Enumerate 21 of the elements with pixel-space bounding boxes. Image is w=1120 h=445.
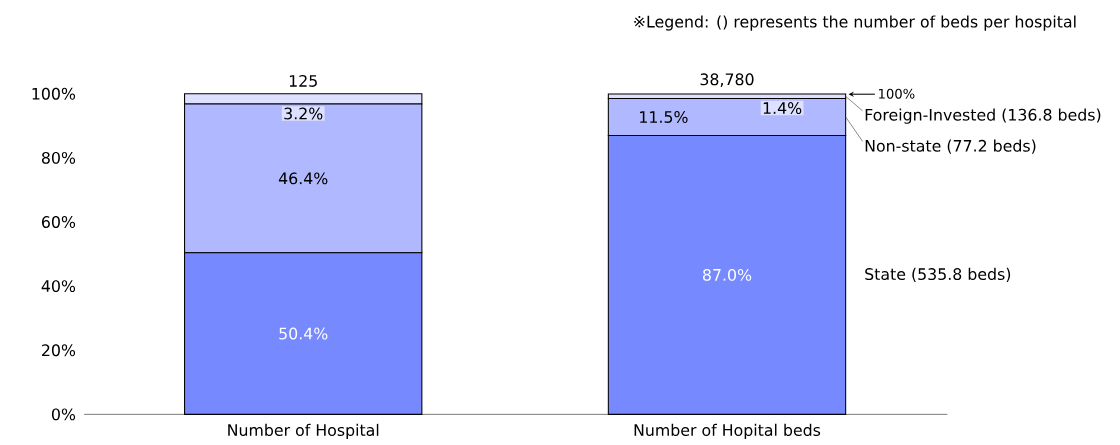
data-label: 11.5% <box>640 111 688 123</box>
data-label: 46.4% <box>278 172 328 185</box>
annotation: 100% <box>879 88 915 99</box>
y-tick-label: 40% <box>41 280 76 293</box>
text: ※Legend: () represents the number of beds per hospital <box>634 15 1076 31</box>
y-tick-label: 80% <box>41 151 76 164</box>
annotation: 125 <box>289 74 317 87</box>
series-label: Non-state (77.2 beds) <box>865 139 1036 154</box>
data-label: 87.0% <box>703 268 752 281</box>
y-tick-label: 100% <box>32 87 76 100</box>
x-tick-label: Number of Hopital beds <box>634 423 821 440</box>
data-label: 1.4% <box>763 102 802 115</box>
data-label: 50.4% <box>279 327 328 340</box>
series-label: Foreign-Invested (136.8 beds) <box>865 108 1101 124</box>
x-tick-label: Number of Hospital <box>228 423 379 440</box>
annotation: 38,780 <box>700 73 754 87</box>
y-tick-label: 60% <box>41 216 76 228</box>
y-tick-label: 0% <box>51 408 76 421</box>
data-label: 3.2% <box>284 107 323 120</box>
y-tick-label: 20% <box>42 344 76 357</box>
series-label: State (535.8 beds) <box>865 267 1011 282</box>
